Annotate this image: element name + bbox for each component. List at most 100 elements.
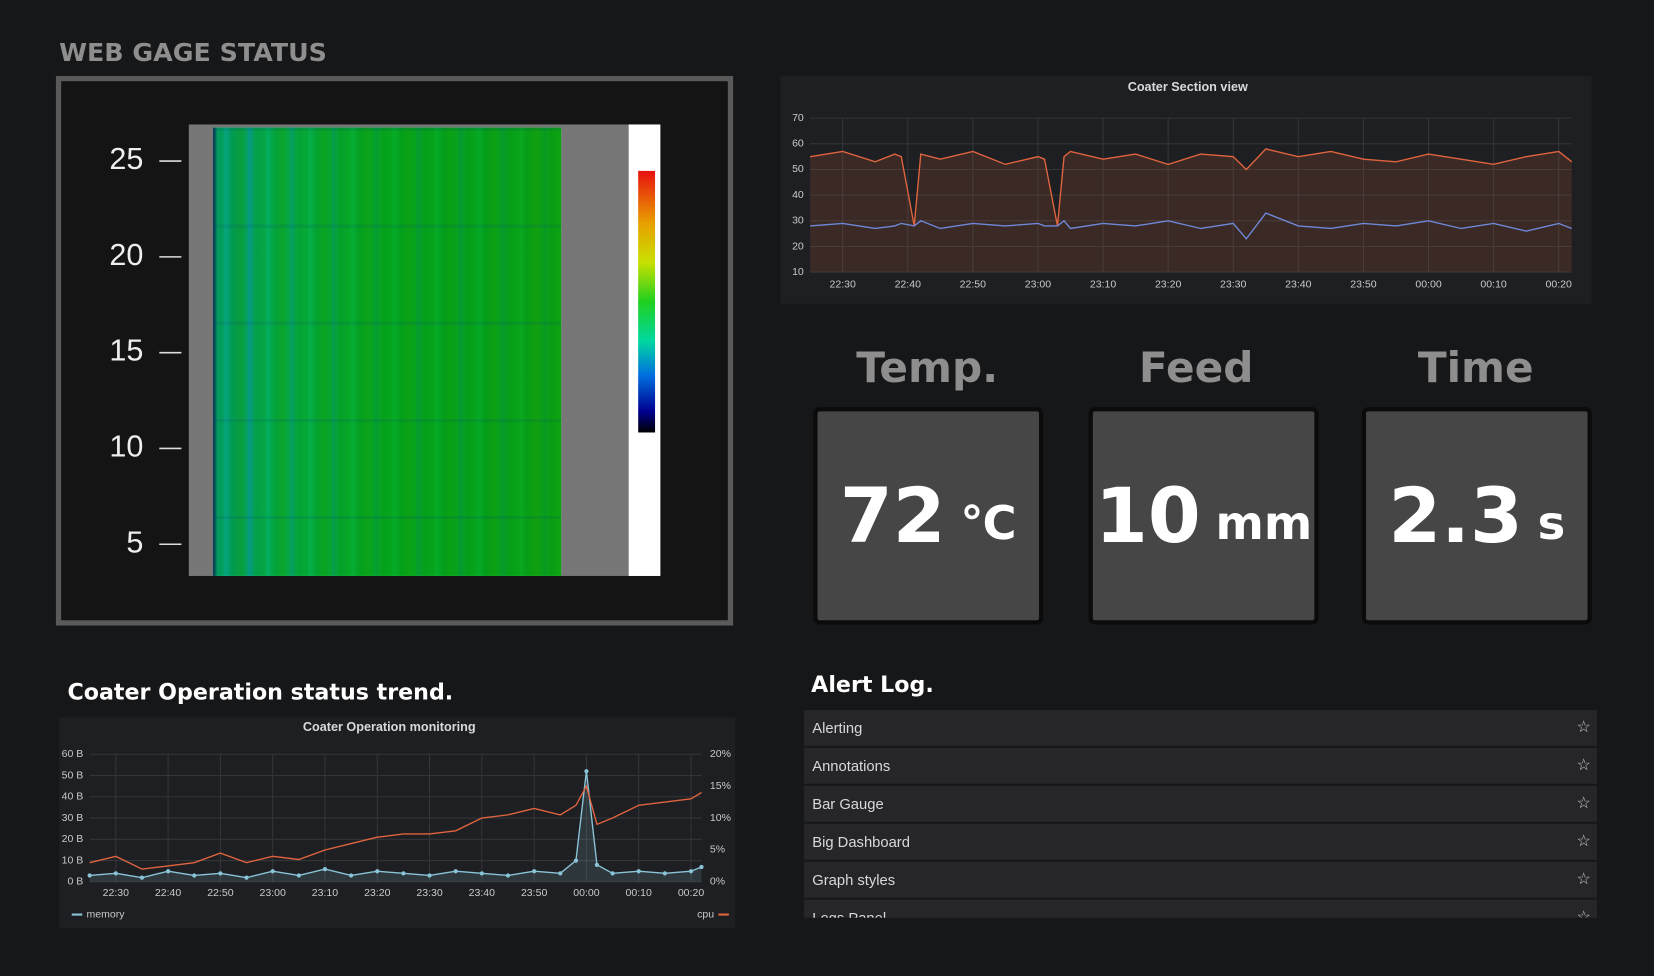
stat-box: 72 ℃	[813, 407, 1044, 625]
x-tick-label: 23:20	[364, 887, 390, 899]
alert-label: Big Dashboard	[812, 833, 910, 851]
star-icon[interactable]: ☆	[1576, 832, 1591, 851]
x-tick-label: 23:30	[416, 887, 442, 899]
y-tick-label: 60 B	[62, 748, 84, 760]
series-point	[113, 871, 118, 876]
stat-label: Time	[1417, 343, 1534, 393]
alert-row[interactable]: Graph styles ☆	[803, 861, 1598, 898]
series-point	[87, 873, 92, 878]
x-tick-label: 00:10	[1480, 279, 1506, 291]
stat-label: Temp.	[856, 343, 999, 393]
x-tick-label: 23:50	[521, 887, 547, 899]
y-tick-label: 5	[126, 525, 143, 559]
alert-row[interactable]: Logs Panel ☆	[803, 899, 1598, 918]
star-icon[interactable]: ☆	[1576, 794, 1591, 813]
x-tick-label: 23:00	[1025, 279, 1051, 291]
star-icon[interactable]: ☆	[1576, 718, 1591, 737]
series-line	[810, 148, 1573, 227]
legend-label: cpu	[697, 908, 714, 920]
alert-row[interactable]: Bar Gauge ☆	[803, 785, 1598, 822]
series-line	[810, 212, 1572, 240]
trend-panel: Coater Operation monitoring 0 B 10 B 20 B 30…	[59, 717, 736, 929]
y-tick-label: 15	[109, 334, 143, 368]
x-tick-label: 22:50	[207, 887, 233, 899]
series-point	[296, 873, 301, 878]
x-tick-label: 23:40	[469, 887, 495, 899]
alert-label: Logs Panel	[812, 909, 887, 918]
x-tick-label: 22:40	[155, 887, 181, 899]
series-point	[401, 871, 406, 876]
stat-box: 10 mm	[1088, 407, 1319, 625]
alert-title: Alert Log.	[811, 671, 934, 698]
star-icon[interactable]: ☆	[1576, 908, 1591, 918]
series-point	[349, 873, 354, 878]
x-tick-label: 23:10	[1090, 279, 1116, 291]
x-tick-label: 23:40	[1285, 279, 1311, 291]
x-tick-label: 23:10	[312, 887, 338, 899]
trend-heading: Coater Operation status trend.	[67, 679, 454, 705]
x-tick-label: 00:20	[678, 887, 704, 899]
chart-title: Coater Operation monitoring	[303, 720, 476, 734]
series-point	[322, 866, 328, 872]
alert-row[interactable]: Annotations ☆	[803, 747, 1598, 784]
section-panel: Coater Section view 10 20 30 40 50 60 70 22:30 22…	[780, 75, 1592, 304]
star-icon[interactable]: ☆	[1576, 870, 1591, 889]
colorbar	[638, 170, 656, 433]
x-tick-label: 00:00	[1415, 279, 1441, 291]
series-point	[165, 869, 171, 874]
alert-label: Bar Gauge	[812, 795, 884, 813]
series-point	[505, 873, 511, 878]
legend-label: memory	[86, 908, 125, 920]
section-chart: Coater Section view 10 20 30 40 50 60 70 22:30 22…	[792, 80, 1573, 291]
alert-list: Alerting ☆ Annotations ☆ Bar Gauge ☆ Big Dashb…	[803, 709, 1598, 918]
series-point	[244, 875, 249, 880]
trend-chart: Coater Operation monitoring 0 B 10 B 20 B 30…	[62, 720, 731, 920]
stat-unit: mm	[1215, 496, 1313, 551]
series-point	[662, 871, 667, 876]
y-tick-label: 10	[792, 266, 804, 278]
y2-tick-label: 20%	[710, 748, 731, 760]
x-tick-label: 23:20	[1155, 279, 1181, 291]
y-tick-label: 40 B	[62, 791, 84, 803]
y-tick-label: 20	[109, 238, 143, 272]
series-point	[192, 873, 197, 878]
series-point	[453, 869, 458, 874]
y-tick-label: 40	[792, 189, 804, 201]
heatmap-axis: 5 10 15 20 25	[109, 142, 182, 559]
x-tick-label: 22:50	[960, 279, 986, 291]
x-tick-label: 00:20	[1546, 279, 1572, 291]
stat-unit: ℃	[960, 496, 1017, 551]
series-point	[139, 875, 145, 880]
series-point	[427, 873, 432, 878]
y-tick-label: 70	[792, 112, 804, 124]
y-tick-label: 20 B	[62, 833, 84, 845]
x-tick-label: 00:00	[573, 887, 599, 899]
heatmap-bands	[213, 127, 562, 576]
y2-tick-label: 10%	[710, 812, 731, 824]
x-tick-label: 00:10	[626, 887, 652, 899]
alert-row[interactable]: Alerting ☆	[803, 709, 1598, 746]
series-area	[89, 771, 702, 882]
heatmap-panel: 5 10 15 20 25	[55, 75, 734, 626]
y-tick-label: 20	[792, 240, 804, 252]
page-title: WEB GAGE STATUS	[59, 37, 327, 68]
y-tick-label: 25	[109, 142, 143, 176]
alert-label: Graph styles	[812, 871, 896, 889]
series-point	[594, 862, 600, 867]
alert-row[interactable]: Big Dashboard ☆	[803, 823, 1598, 860]
series-line	[89, 771, 702, 879]
series-point	[558, 871, 563, 876]
x-tick-label: 22:40	[895, 279, 921, 291]
heatmap-map	[213, 127, 562, 576]
heatmap-image	[188, 124, 661, 576]
star-icon[interactable]: ☆	[1576, 756, 1591, 775]
stat-value: 2.3	[1388, 471, 1523, 561]
stat-unit: s	[1537, 496, 1566, 551]
stat-value: 72	[839, 471, 946, 561]
series-point	[479, 871, 484, 876]
x-tick-label: 22:30	[829, 279, 855, 291]
series-point	[610, 871, 615, 876]
series-point	[584, 769, 589, 774]
series-point	[573, 858, 579, 863]
